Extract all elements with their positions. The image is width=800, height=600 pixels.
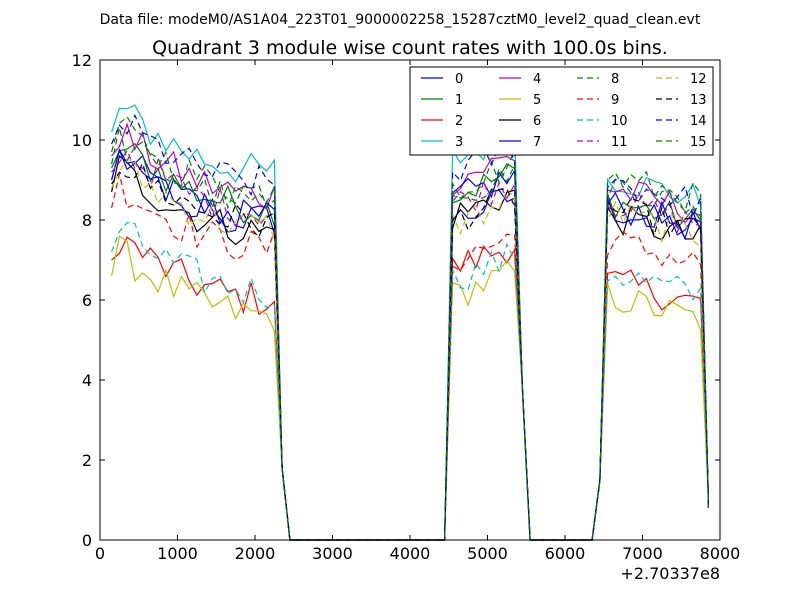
x-tick-label: 5000 xyxy=(467,544,508,563)
x-tick-label: 7000 xyxy=(622,544,663,563)
legend-box xyxy=(409,66,714,156)
x-tick-label: 2000 xyxy=(235,544,276,563)
legend-label-4: 4 xyxy=(533,72,541,87)
legend-label-7: 7 xyxy=(533,135,541,150)
legend-label-13: 13 xyxy=(690,93,707,108)
y-tick-label: 0 xyxy=(82,531,92,550)
series-line-13 xyxy=(111,161,709,541)
legend-label-12: 12 xyxy=(690,72,707,87)
series-line-8 xyxy=(111,115,709,541)
legend-label-15: 15 xyxy=(690,135,707,150)
legend-label-14: 14 xyxy=(690,114,707,129)
legend-label-5: 5 xyxy=(533,93,541,108)
axes-frame xyxy=(99,59,721,541)
legend-label-6: 6 xyxy=(533,114,541,129)
legend-label-1: 1 xyxy=(455,93,463,108)
y-tick-label: 8 xyxy=(82,211,92,230)
chart-suptitle: Data file: modeM0/AS1A04_223T01_90000022… xyxy=(100,12,701,28)
x-tick-label: 1000 xyxy=(157,544,198,563)
series-line-5 xyxy=(111,235,709,541)
chart-title: Quadrant 3 module wise count rates with … xyxy=(152,37,668,59)
x-tick-label: 6000 xyxy=(545,544,586,563)
legend-label-9: 9 xyxy=(611,93,619,108)
axis-ticks: 0 1000 2000 3000 4000 5000 6000 7000 80000246810… xyxy=(72,51,741,563)
series-line-2 xyxy=(111,236,709,541)
x-tick-label: 3000 xyxy=(312,544,353,563)
series-line-10 xyxy=(111,222,709,541)
series-line-1 xyxy=(111,142,709,541)
x-tick-label: 0 xyxy=(95,544,105,563)
y-tick-label: 2 xyxy=(82,451,92,470)
series-line-11 xyxy=(111,149,709,541)
y-tick-label: 6 xyxy=(82,291,92,310)
x-axis-offset-label: +2.70337e8 xyxy=(620,564,720,583)
legend-label-11: 11 xyxy=(611,135,628,150)
y-tick-label: 10 xyxy=(72,131,92,150)
x-tick-label: 8000 xyxy=(700,544,741,563)
y-tick-label: 12 xyxy=(72,51,92,70)
legend-label-0: 0 xyxy=(455,72,463,87)
series-line-12 xyxy=(111,159,709,541)
series-line-3 xyxy=(111,104,709,541)
series-layer xyxy=(111,104,709,541)
series-line-6 xyxy=(111,154,709,541)
series-line-15 xyxy=(111,127,709,541)
x-tick-label: 4000 xyxy=(390,544,431,563)
legend-label-10: 10 xyxy=(611,114,628,129)
series-line-14 xyxy=(111,113,709,541)
legend-label-3: 3 xyxy=(455,135,463,150)
series-line-9 xyxy=(111,173,709,541)
legend-label-8: 8 xyxy=(611,72,619,87)
legend-label-2: 2 xyxy=(455,114,463,129)
y-tick-label: 4 xyxy=(82,371,92,390)
